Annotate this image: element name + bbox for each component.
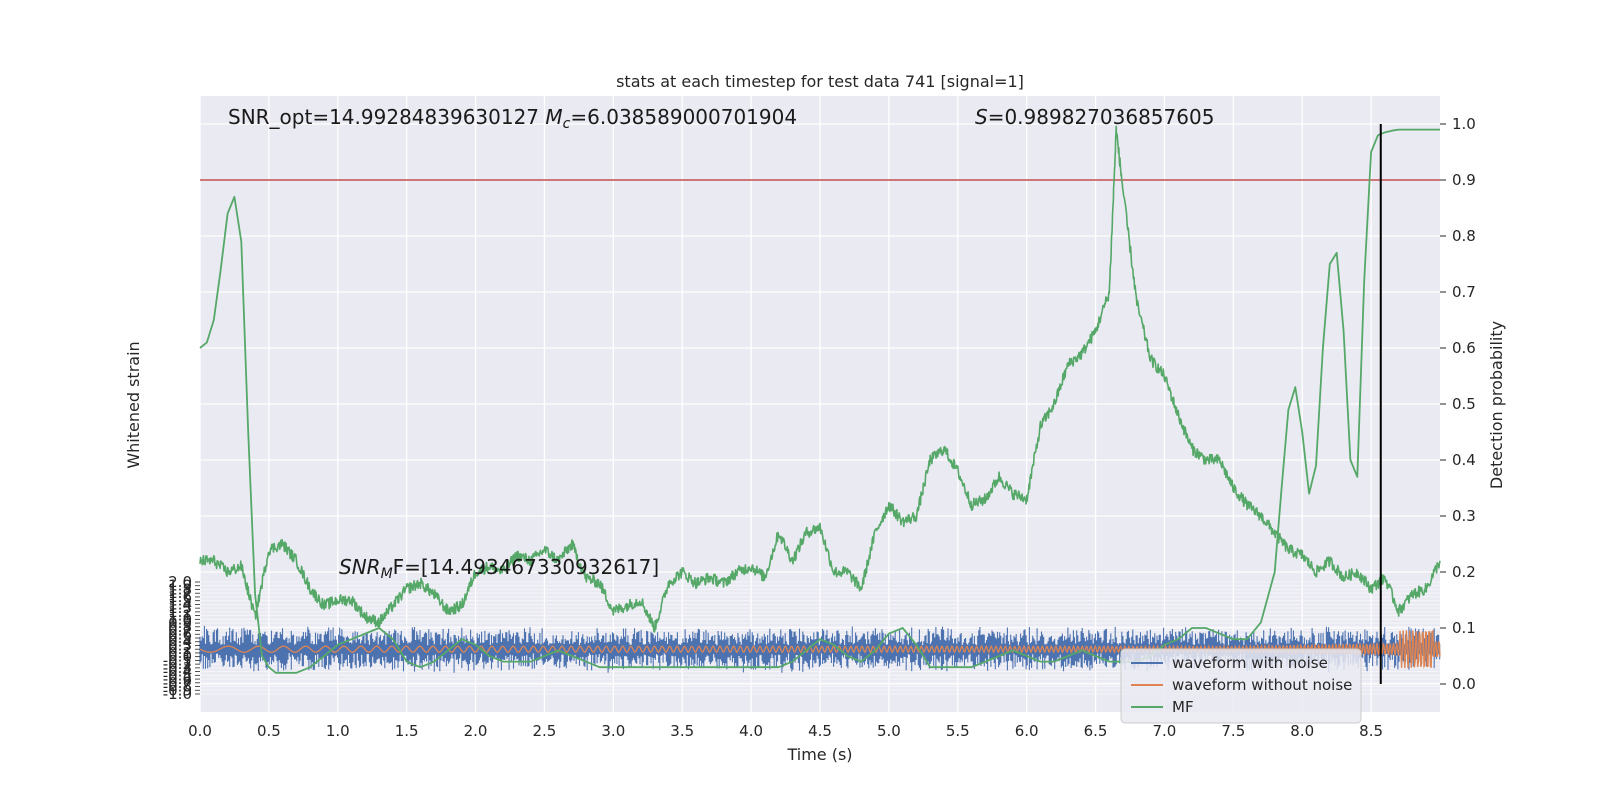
x-tick-label: 7.5: [1221, 722, 1245, 740]
x-tick-label: 4.0: [739, 722, 763, 740]
grid-lines: [199, 96, 1440, 712]
left-tick-label: 1.1: [168, 607, 192, 625]
left-tick-label: 1.4: [168, 595, 192, 613]
right-tick-label: 0.1: [1452, 619, 1476, 637]
left-tick-label: 1.6: [168, 588, 192, 606]
s-annotation: S=0.989827036857605: [975, 105, 1214, 129]
legend-entry-noise: waveform with noise: [1172, 654, 1328, 672]
left-tick-label: 1.5: [168, 592, 192, 610]
left-tick-label: 1.9: [168, 577, 192, 595]
snr-mf-value: F=[14.493467330932617]: [393, 555, 660, 579]
series-mf-line: [199, 128, 1440, 674]
left-tick-label: 1.2: [168, 603, 192, 621]
right-tick-label: 0.2: [1452, 563, 1476, 581]
legend-entry-mf: MF: [1172, 698, 1194, 716]
x-tick-label: 3.0: [601, 722, 625, 740]
left-tick-label: 0.5: [168, 629, 192, 647]
snr-mf-annotation: SNRMF=[14.493467330932617]: [339, 555, 659, 582]
x-axis-label: Time (s): [786, 745, 852, 764]
left-tick-label: 0.4: [168, 633, 192, 651]
mc-symbol: M: [545, 105, 562, 129]
x-tick-label: 5.5: [946, 722, 970, 740]
right-tick-label: 0.9: [1452, 171, 1476, 189]
x-tick-label: 3.5: [670, 722, 694, 740]
mc-subscript: c: [563, 116, 571, 132]
right-tick-label: 0.8: [1452, 227, 1476, 245]
right-axis-label: Detection probability: [1487, 321, 1506, 489]
right-tick-label: 0.3: [1452, 507, 1476, 525]
left-tick-label: 1.3: [168, 599, 192, 617]
x-axis-ticks: 0.0 0.5 1.0 1.5 2.0 2.5 3.0 3.5 4.0 4.5 5.0 5.5 6.0 6…: [188, 722, 1383, 740]
left-tick-label: -0.3: [163, 659, 192, 677]
left-tick-label: -0.8: [163, 678, 192, 696]
right-tick-label: 0.4: [1452, 451, 1476, 469]
left-tick-label: 0.1: [168, 644, 192, 662]
right-tick-label: 0.5: [1452, 395, 1476, 413]
left-tick-label: 0.6: [168, 625, 192, 643]
snr-mf-symbol: SNR: [339, 555, 381, 579]
left-tick-label: -0.7: [163, 674, 192, 692]
x-tick-label: 2.0: [464, 722, 488, 740]
x-tick-label: 0.5: [257, 722, 281, 740]
left-tick-label: -0.4: [163, 663, 192, 681]
x-tick-label: 2.5: [533, 722, 557, 740]
left-tick-label: -1.0: [163, 685, 192, 703]
right-tick-label: 0.6: [1452, 339, 1476, 357]
left-tick-label: -0.5: [163, 666, 192, 684]
right-axis-ticks: 0.0 0.1 0.2 0.3 0.4 0.5 0.6 0.7 0.8 0.9 1.0: [1440, 115, 1476, 693]
left-tick-label: 1.7: [168, 584, 192, 602]
x-tick-label: 1.5: [395, 722, 419, 740]
left-axis-ticks: -1.0-0.9-0.8-0.7-0.6-0.5-0.4-0.3-0.2-0.1…: [163, 573, 200, 703]
right-tick-label: 0.0: [1452, 675, 1476, 693]
chart-title: stats at each timestep for test data 741…: [616, 72, 1024, 91]
x-tick-label: 0.0: [188, 722, 212, 740]
left-tick-label: 1.0: [168, 610, 192, 628]
right-tick-label: 1.0: [1452, 115, 1476, 133]
legend-box: [1120, 648, 1362, 724]
left-tick-label: 2.0: [168, 573, 192, 591]
left-tick-label: 0.8: [168, 618, 192, 636]
series-group: [199, 125, 1441, 674]
x-tick-label: 5.0: [877, 722, 901, 740]
snr-mf-subscript: M: [381, 566, 393, 582]
mc-value: =6.038589000701904: [570, 105, 797, 129]
left-tick-label: 0.7: [168, 622, 192, 640]
snr-opt-annotation: SNR_opt=14.99284839630127 Mc=6.038589000…: [228, 105, 797, 132]
left-tick-label: -0.1: [163, 651, 192, 669]
x-tick-label: 8.5: [1359, 722, 1383, 740]
legend-entry-clean: waveform without noise: [1172, 676, 1352, 694]
x-tick-label: 8.0: [1290, 722, 1314, 740]
left-axis-label: Whitened strain: [124, 341, 143, 468]
left-tick-label: -0.2: [163, 655, 192, 673]
left-tick-label: 0.2: [168, 640, 192, 658]
left-tick-label: 0.0: [168, 648, 192, 666]
left-tick-label: -0.6: [163, 670, 192, 688]
x-tick-label: 7.0: [1153, 722, 1177, 740]
snr-opt-text: SNR_opt=14.99284839630127: [228, 105, 545, 129]
x-tick-label: 1.0: [326, 722, 350, 740]
series-s-line: [199, 125, 1441, 633]
right-tick-label: 0.7: [1452, 283, 1476, 301]
x-tick-label: 6.0: [1015, 722, 1039, 740]
left-tick-label: 0.9: [168, 614, 192, 632]
x-tick-label: 4.5: [808, 722, 832, 740]
left-tick-label: 0.3: [168, 636, 192, 654]
legend: waveform with noise waveform without noi…: [1120, 648, 1362, 724]
x-tick-label: 6.5: [1084, 722, 1108, 740]
s-value: =0.989827036857605: [988, 105, 1215, 129]
left-tick-label: -0.9: [163, 681, 192, 699]
left-tick-label: 1.8: [168, 580, 192, 598]
s-symbol: S: [975, 105, 988, 129]
